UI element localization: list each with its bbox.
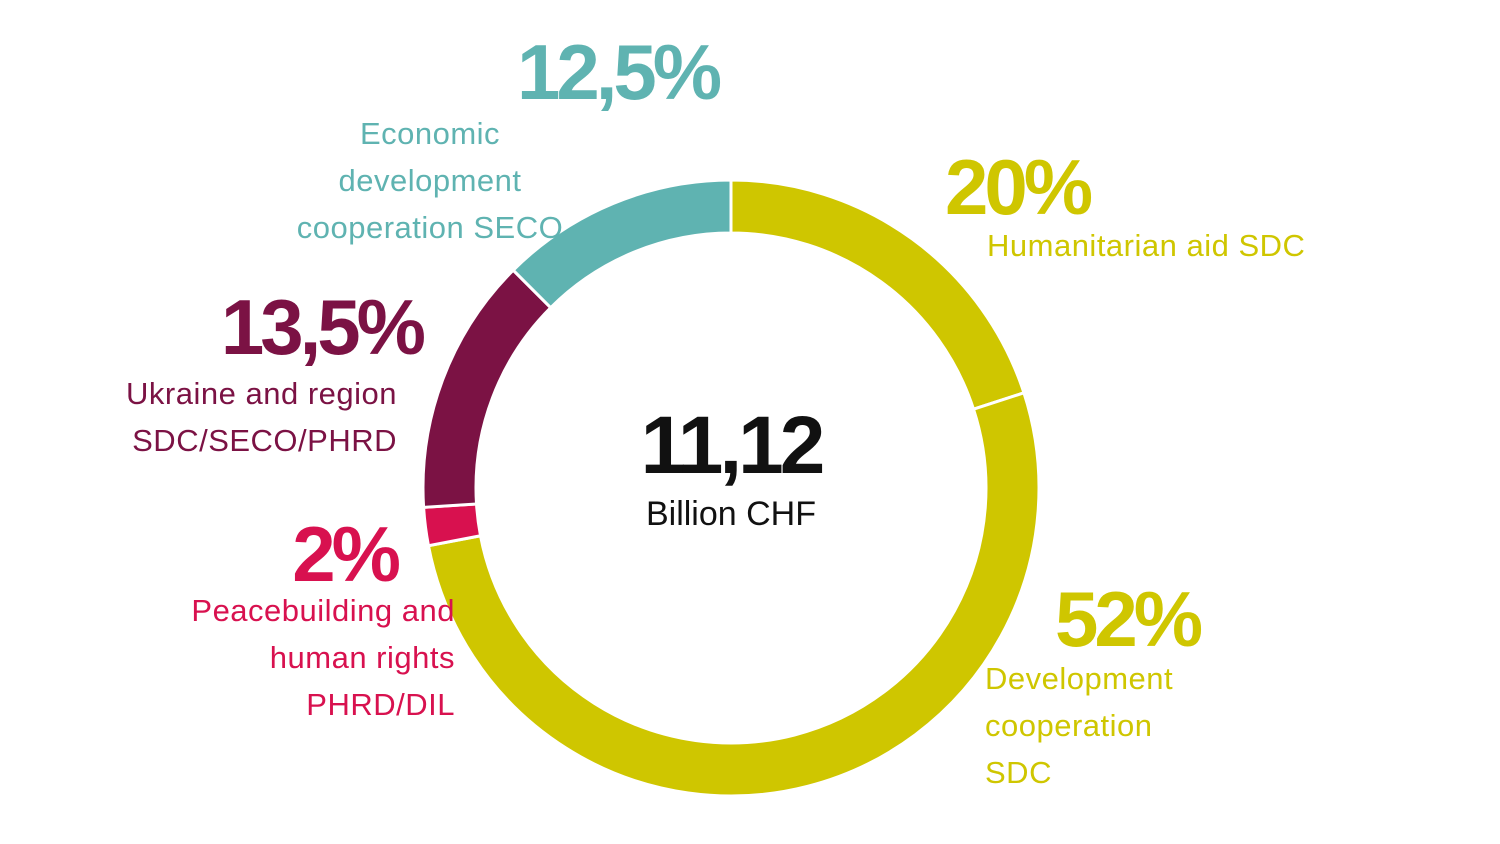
value-label: 2% [292,510,401,598]
value-label: 12,5% [517,28,722,116]
category-label: Humanitarian aid SDC [987,228,1306,263]
value-label: 20% [945,143,1093,231]
donut-slice [426,390,1041,798]
center-unit: Billion CHF [645,495,817,533]
value-label: 13,5% [220,283,426,371]
category-label: Development cooperation SDC [985,661,1174,790]
category-label: Economic development cooperation SECO [296,116,564,245]
category-label: Peacebuilding and human rights PHRD/DIL [191,593,455,722]
category-label: Ukraine and region SDC/SECO/PHRD [126,376,397,458]
donut-slice [511,178,733,310]
center-value: 11,12 [640,400,826,491]
value-label: 52% [1055,575,1203,663]
